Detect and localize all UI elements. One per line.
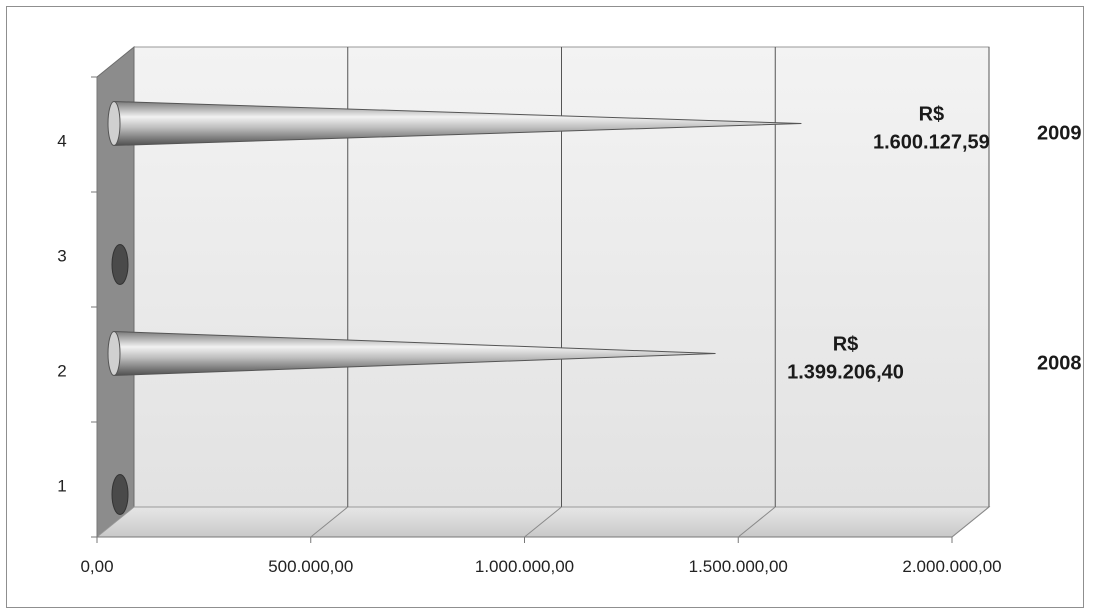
x-tick-label: 500.000,00 [268, 557, 353, 576]
cone-base [107, 331, 121, 376]
x-tick-label: 2.000.000,00 [902, 557, 1001, 576]
data-label-amount: 1.399.206,40 [787, 362, 904, 384]
floor-gridline [524, 506, 562, 538]
x-axis-ticks: 0,00 500.000,00 1.000.000,00 1.500.000,00 2.… [80, 537, 1002, 576]
cone-bar-2 [107, 330, 716, 377]
chart-frame: 0,00 500.000,00 1.000.000,00 1.500.000,00 2.… [6, 6, 1084, 608]
floor-gridline [951, 506, 990, 538]
y-axis-ticks: 1 2 3 4 [57, 76, 97, 538]
cone-bars [107, 100, 802, 515]
y-tick-label: 4 [57, 132, 66, 151]
floor-gridline [310, 506, 349, 538]
data-label-year: 2008 [1037, 353, 1082, 375]
y-tick-label: 3 [57, 247, 66, 266]
data-label-year: 2009 [1037, 123, 1082, 145]
cone-base-empty [111, 474, 129, 515]
x-tick-label: 1.500.000,00 [689, 557, 788, 576]
x-tick-label: 1.000.000,00 [475, 557, 574, 576]
data-label-currency: R$ [833, 334, 859, 356]
x-tick-label: 0,00 [80, 557, 113, 576]
data-labels: R$ 1.399.206,40 2008 R$ 1.600.127,59 2009 [787, 104, 1081, 384]
cone-base-empty [111, 244, 129, 285]
data-label-currency: R$ [919, 104, 945, 126]
cone-base [107, 101, 121, 146]
y-tick-label: 1 [57, 477, 66, 496]
y-tick-label: 2 [57, 362, 66, 381]
cone-bar-chart: 0,00 500.000,00 1.000.000,00 1.500.000,00 2.… [57, 45, 1082, 576]
floor-gridline [737, 506, 776, 538]
data-label-amount: 1.600.127,59 [873, 132, 990, 154]
cone-bar-4 [107, 100, 802, 147]
